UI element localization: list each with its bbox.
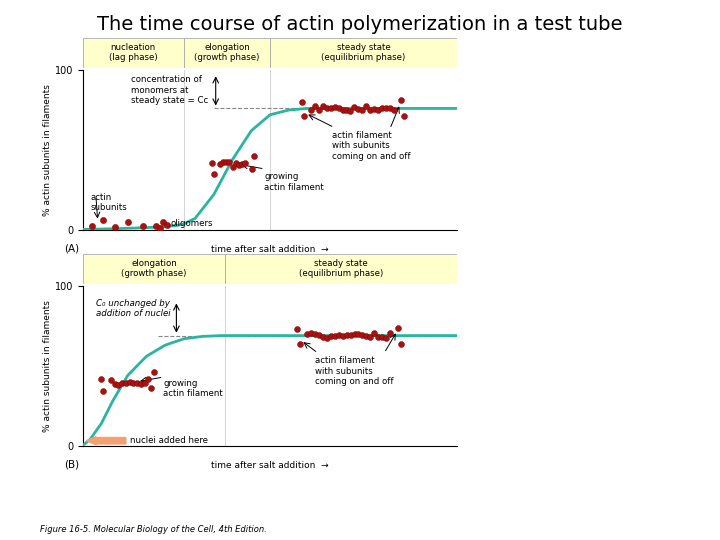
Bar	[184, 38, 270, 68]
Text: C₀ unchanged by
addition of nuclei: C₀ unchanged by addition of nuclei	[96, 299, 171, 319]
Text: Figure 16-5. Molecular Biology of the Cell, 4th Edition.: Figure 16-5. Molecular Biology of the Ce…	[40, 524, 266, 534]
Text: nucleation
(lag phase): nucleation (lag phase)	[109, 43, 158, 62]
Bar	[270, 38, 457, 68]
Text: steady state
(equilibrium phase): steady state (equilibrium phase)	[299, 259, 383, 278]
Text: The time course of actin polymerization in a test tube: The time course of actin polymerization …	[97, 15, 623, 34]
Text: (A): (A)	[64, 244, 79, 254]
Y-axis label: % actin subunits in filaments: % actin subunits in filaments	[43, 84, 52, 216]
Text: nuclei added here: nuclei added here	[130, 436, 207, 445]
Text: oligomers: oligomers	[171, 219, 213, 228]
FancyArrow shape	[86, 437, 126, 445]
Bar	[83, 38, 184, 68]
Text: actin filament
with subunits
coming on and off: actin filament with subunits coming on a…	[315, 356, 393, 386]
Text: growing
actin filament: growing actin filament	[163, 379, 223, 398]
Text: time after salt addition  →: time after salt addition →	[211, 245, 329, 254]
Text: elongation
(growth phase): elongation (growth phase)	[194, 43, 260, 62]
Text: actin
subunits: actin subunits	[90, 193, 127, 212]
Bar	[83, 254, 225, 284]
Text: steady state
(equilibrium phase): steady state (equilibrium phase)	[321, 43, 406, 62]
Text: concentration of
monomers at
steady state = Cᴄ: concentration of monomers at steady stat…	[132, 76, 209, 105]
Text: (B): (B)	[64, 460, 79, 470]
Text: elongation
(growth phase): elongation (growth phase)	[121, 259, 186, 278]
Text: time after salt addition  →: time after salt addition →	[211, 461, 329, 470]
Text: actin filament
with subunits
coming on and off: actin filament with subunits coming on a…	[332, 131, 410, 160]
Text: growing
actin filament: growing actin filament	[264, 172, 324, 192]
Bar	[225, 254, 457, 284]
Y-axis label: % actin subunits in filaments: % actin subunits in filaments	[43, 300, 52, 432]
